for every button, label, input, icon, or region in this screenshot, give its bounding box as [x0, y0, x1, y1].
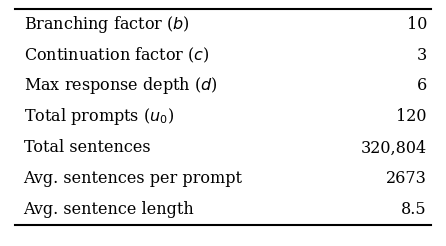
Text: Continuation factor ($c$): Continuation factor ($c$) [24, 46, 209, 65]
Text: Branching factor ($b$): Branching factor ($b$) [24, 14, 190, 35]
Text: 3: 3 [417, 46, 427, 63]
Text: 8.5: 8.5 [401, 201, 427, 218]
Text: 120: 120 [396, 108, 427, 125]
Text: 320,804: 320,804 [361, 139, 427, 156]
Text: Avg. sentences per prompt: Avg. sentences per prompt [24, 170, 243, 187]
Text: Total sentences: Total sentences [24, 139, 150, 156]
Text: Max response depth ($d$): Max response depth ($d$) [24, 76, 217, 96]
Text: Total prompts ($u_0$): Total prompts ($u_0$) [24, 107, 173, 127]
Text: 2673: 2673 [386, 170, 427, 187]
Text: Avg. sentence length: Avg. sentence length [24, 201, 194, 218]
Text: 10: 10 [406, 16, 427, 33]
Text: 6: 6 [417, 77, 427, 94]
